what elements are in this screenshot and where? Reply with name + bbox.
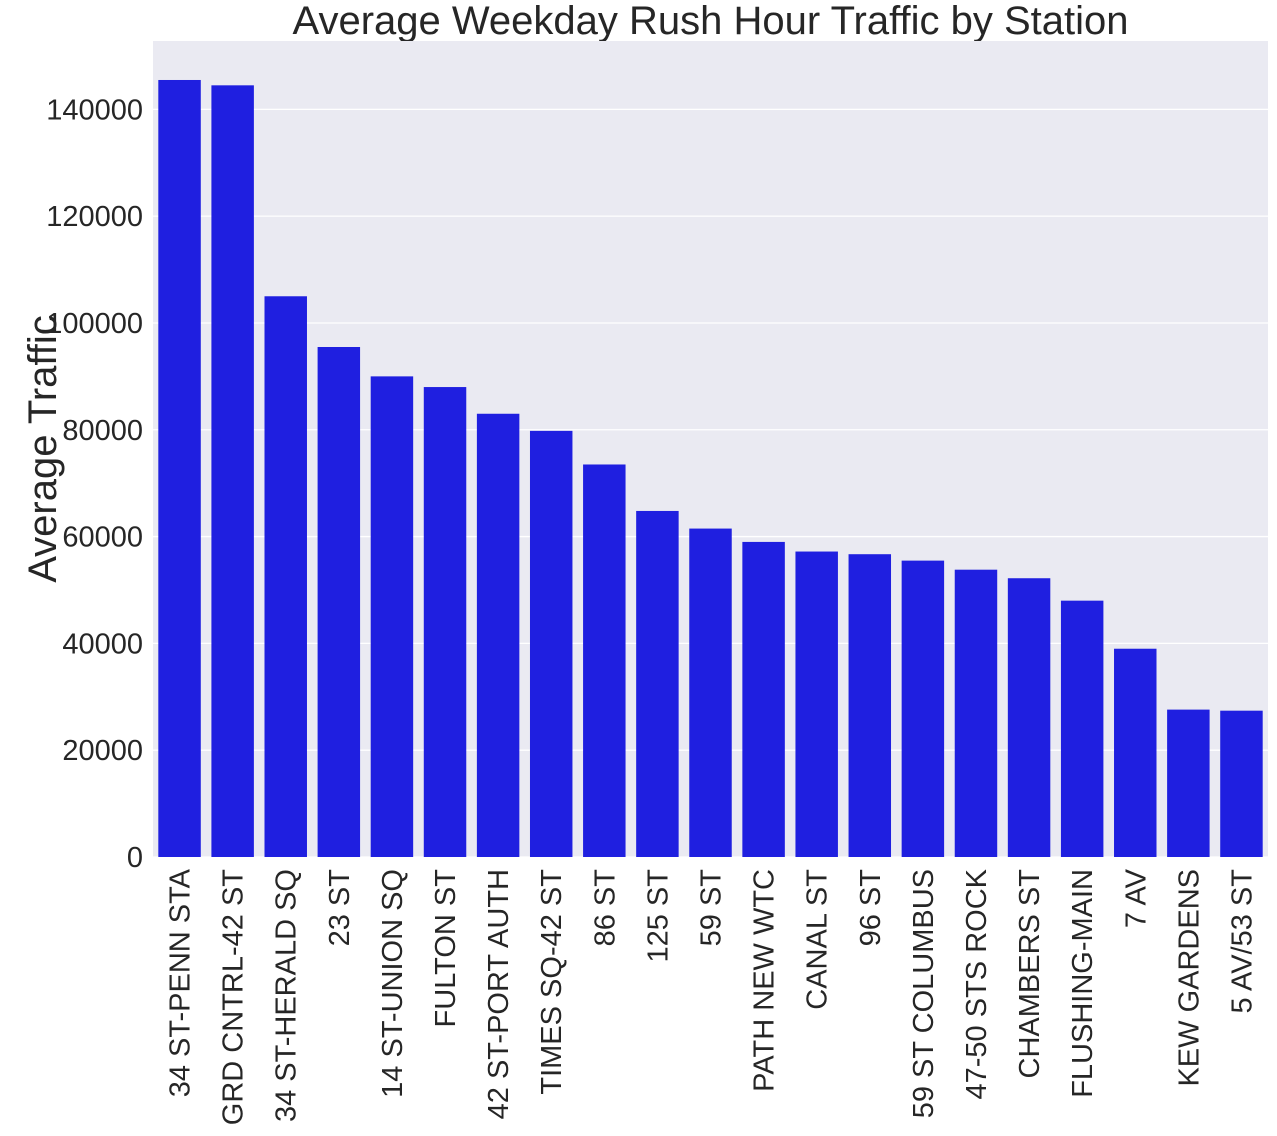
x-tick-label: 34 ST-PENN STA	[165, 868, 197, 1097]
bar-11	[689, 528, 732, 857]
x-tick-label: FULTON ST	[430, 869, 462, 1028]
bar-16	[954, 569, 998, 857]
y-tick-label: 20000	[62, 735, 143, 767]
x-tick-label: 96 ST	[855, 869, 887, 947]
bar-20	[1167, 709, 1210, 857]
bar-7	[476, 413, 520, 857]
x-tick-label: KEW GARDENS	[1173, 869, 1205, 1087]
x-tick-label: 59 ST COLUMBUS	[908, 869, 940, 1118]
x-tick-label: 86 ST	[589, 869, 621, 947]
y-tick-label: 40000	[62, 628, 143, 660]
bar-8	[529, 430, 573, 857]
x-tick-label: 125 ST	[642, 869, 674, 963]
x-tick-label: 23 ST	[324, 869, 356, 947]
bar-13	[795, 551, 838, 857]
x-tick-labels: 34 ST-PENN STA GRD CNTRL-42 ST 34 ST-HERAL…	[165, 868, 1259, 1125]
chart-title: Average Weekday Rush Hour Traffic by Sta…	[293, 0, 1129, 43]
y-tick-label: 140000	[46, 94, 143, 126]
y-tick-label: 60000	[62, 522, 143, 554]
bar-9	[583, 464, 626, 857]
x-tick-label: CHAMBERS ST	[1014, 869, 1046, 1079]
x-tick-label: 42 ST-PORT AUTH	[483, 869, 515, 1119]
bar-19	[1114, 648, 1157, 857]
x-tick-label: 34 ST-HERALD SQ	[271, 869, 303, 1122]
bar-21	[1220, 710, 1263, 857]
y-tick-label: 80000	[62, 415, 143, 447]
bar-4	[317, 347, 361, 857]
bar-10	[636, 510, 679, 857]
bars	[158, 79, 1263, 858]
x-tick-label: 59 ST	[696, 869, 728, 947]
x-tick-label: PATH NEW WTC	[749, 869, 781, 1092]
x-tick-label: FLUSHING-MAIN	[1067, 869, 1099, 1098]
y-tick-labels: 0 20000 40000 60000 80000 100000 120000 140000	[46, 94, 143, 874]
x-tick-label: TIMES SQ-42 ST	[536, 869, 568, 1095]
x-tick-label: 14 ST-UNION SQ	[377, 869, 409, 1098]
x-tick-label: 47-50 STS ROCK	[961, 868, 993, 1099]
bar-5	[370, 376, 414, 857]
y-axis-label: Average Traffic	[21, 315, 65, 583]
bar-12	[742, 541, 785, 857]
x-tick-label: CANAL ST	[802, 869, 834, 1010]
bar-15	[901, 560, 945, 857]
bar-1	[158, 79, 201, 857]
y-tick-label: 120000	[46, 201, 143, 233]
bar-6	[423, 387, 467, 857]
bar-2	[211, 85, 254, 858]
bar-18	[1060, 600, 1104, 857]
bar-3	[264, 296, 307, 857]
bar-17	[1007, 578, 1051, 857]
x-tick-label: 7 AV	[1120, 868, 1152, 928]
x-tick-label: GRD CNTRL-42 ST	[218, 869, 250, 1125]
y-tick-label: 0	[127, 842, 143, 874]
y-tick-label: 100000	[46, 308, 143, 340]
bar-14	[848, 554, 892, 857]
x-tick-label: 5 AV/53 ST	[1226, 869, 1258, 1014]
